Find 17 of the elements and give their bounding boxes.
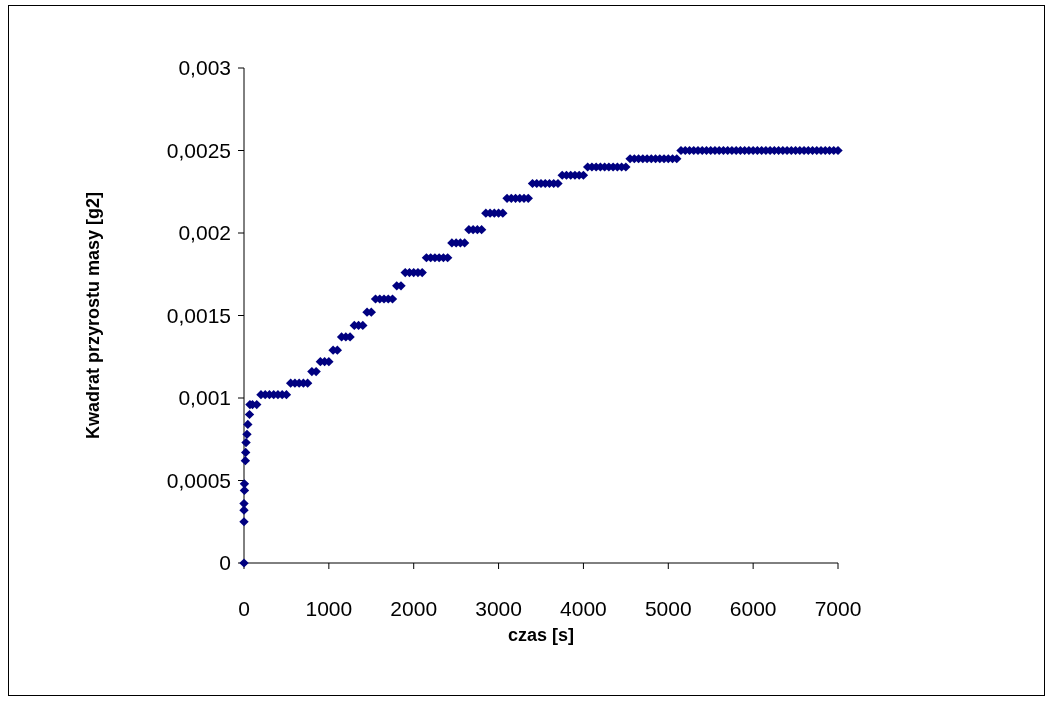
y-tick-label: 0,002 [178, 221, 231, 245]
y-tick-label: 0,001 [178, 386, 231, 410]
y-tick-label: 0,003 [178, 56, 231, 80]
x-tick-label: 2000 [390, 597, 438, 620]
y-tick-label: 0,0015 [166, 303, 231, 327]
x-tick-label: 1000 [305, 597, 353, 620]
x-axis-title: czas [s] [507, 625, 575, 645]
x-tick-label: 4000 [560, 597, 607, 620]
x-tick-label: 5000 [644, 597, 692, 620]
x-tick-label: 6000 [729, 597, 777, 620]
x-tick-label: 3000 [475, 597, 522, 620]
x-tick-label: 0 [238, 597, 250, 620]
y-axis-title: Kwadrat przyrostu masy [g2] [83, 191, 103, 440]
y-tick-label: 0 [219, 551, 231, 575]
y-tick-label: 0,0005 [166, 468, 231, 492]
x-tick-label: 7000 [814, 597, 862, 620]
y-tick-label: 0,0025 [166, 138, 231, 162]
